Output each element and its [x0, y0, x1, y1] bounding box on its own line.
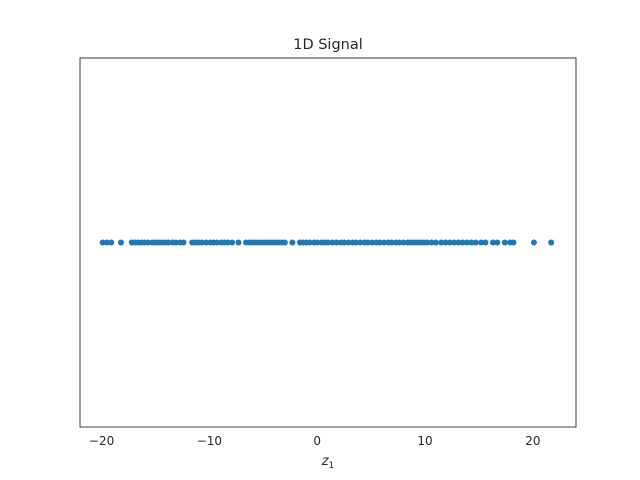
data-point [376, 239, 383, 246]
data-point [478, 239, 485, 246]
data-point [353, 239, 360, 246]
data-point [396, 239, 403, 246]
data-point [451, 239, 458, 246]
x-axis-ticks: −20 −10 0 10 20 [89, 434, 541, 448]
x-tick-label: −10 [197, 434, 222, 448]
data-point [333, 239, 340, 246]
data-point [213, 239, 220, 246]
x-tick-label: 10 [417, 434, 432, 448]
data-point [464, 239, 471, 246]
data-point [468, 239, 475, 246]
data-point [482, 239, 489, 246]
data-point [108, 239, 115, 246]
data-point [530, 239, 537, 246]
data-point [494, 239, 501, 246]
data-point [424, 239, 431, 246]
data-point [432, 239, 439, 246]
x-tick-label: 0 [313, 434, 321, 448]
data-point [459, 239, 466, 246]
data-point [438, 239, 445, 246]
chart-title: 1D Signal [293, 37, 363, 53]
data-points [99, 239, 555, 246]
x-tick-label: −20 [89, 434, 114, 448]
data-point [345, 239, 352, 246]
data-point [314, 239, 321, 246]
data-point [329, 239, 336, 246]
data-point [510, 239, 517, 246]
data-point [364, 239, 371, 246]
data-point [446, 239, 453, 246]
data-point [442, 239, 449, 246]
data-point [165, 239, 172, 246]
x-tick-label: 20 [525, 434, 540, 448]
data-point [99, 239, 106, 246]
data-point [172, 239, 179, 246]
data-point [400, 239, 407, 246]
data-point [281, 239, 288, 246]
data-point [489, 239, 496, 246]
data-point [388, 239, 395, 246]
data-point [428, 239, 435, 246]
data-point [229, 239, 236, 246]
data-point [306, 239, 313, 246]
data-point [235, 239, 242, 246]
data-point [117, 239, 124, 246]
data-point [455, 239, 462, 246]
data-point [357, 239, 364, 246]
data-point [180, 239, 187, 246]
data-point [103, 239, 110, 246]
data-point [369, 239, 376, 246]
data-point [289, 239, 296, 246]
data-point [325, 239, 331, 246]
data-point [501, 239, 508, 246]
data-point [472, 239, 479, 246]
data-point [203, 239, 210, 246]
data-point [224, 239, 231, 246]
data-point [144, 239, 151, 246]
x-axis-label-main: z [321, 454, 330, 469]
data-point [341, 239, 348, 246]
data-point [548, 239, 555, 246]
data-point [198, 239, 205, 246]
x-axis-label: z1 [321, 454, 335, 471]
x-axis-label-subscript: 1 [329, 461, 335, 471]
data-point [381, 239, 388, 246]
